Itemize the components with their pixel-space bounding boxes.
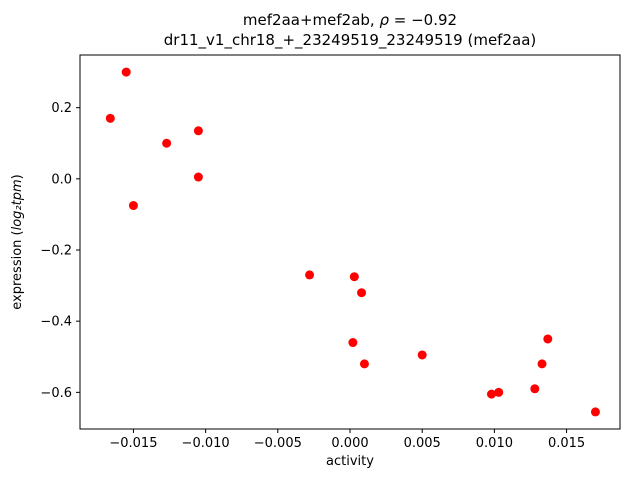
chart-title-line1: mef2aa+mef2ab, ρ = −0.92: [243, 11, 457, 29]
y-axis-label: expression (log₂tpm): [10, 174, 25, 309]
y-tick-label: 0.2: [51, 101, 72, 116]
y-tick-label: −0.4: [40, 315, 72, 330]
data-point: [543, 334, 553, 344]
data-point: [162, 138, 172, 148]
data-point: [305, 270, 315, 280]
x-tick-label: 0.000: [331, 436, 368, 451]
x-tick-label: 0.005: [404, 436, 441, 451]
x-tick-label: 0.010: [476, 436, 513, 451]
y-tick-label: −0.6: [40, 386, 72, 401]
data-point: [530, 384, 540, 394]
data-point: [590, 407, 600, 417]
data-point: [193, 126, 203, 136]
data-point: [486, 389, 496, 399]
data-point: [494, 387, 504, 397]
x-tick-label: 0.015: [548, 436, 585, 451]
x-tick-label: −0.005: [254, 436, 302, 451]
data-point: [359, 359, 369, 369]
y-tick-label: −0.2: [40, 244, 72, 259]
y-tick-label: 0.0: [51, 172, 72, 187]
data-point: [105, 113, 115, 123]
plot-border: [79, 54, 621, 430]
x-tick-label: −0.015: [109, 436, 157, 451]
data-point: [193, 172, 203, 182]
chart-title-line2: dr11_v1_chr18_+_23249519_23249519 (mef2a…: [164, 31, 537, 50]
data-point: [348, 338, 358, 348]
data-point: [121, 67, 131, 77]
data-point: [357, 288, 367, 298]
x-tick-label: −0.010: [182, 436, 230, 451]
data-point: [537, 359, 547, 369]
data-point: [417, 350, 427, 360]
data-point: [128, 201, 138, 211]
x-axis-label: activity: [326, 454, 374, 469]
data-point: [349, 272, 359, 282]
